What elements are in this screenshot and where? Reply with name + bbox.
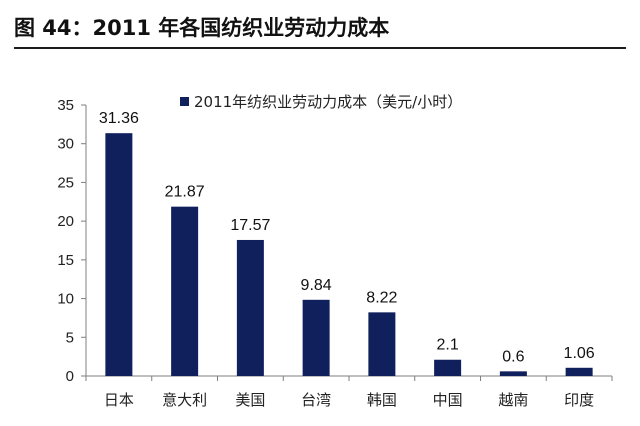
- bar: [171, 206, 199, 376]
- data-label: 1.06: [564, 345, 595, 362]
- y-tick-label: 35: [57, 97, 74, 114]
- chart-labels: 31.36 日本 21.87 意大利 17.57 美国 9.84 台湾 8.22 韩国 2.1 中国 0…: [99, 110, 595, 409]
- chart-bars: [105, 133, 593, 376]
- data-label: 2.1: [437, 337, 459, 354]
- y-tick-label: 5: [66, 329, 74, 346]
- chart-axes: 0 5 10 15 20 25 30 35: [57, 97, 613, 385]
- x-tick-label: 印度: [564, 391, 594, 409]
- data-label: 31.36: [99, 110, 139, 127]
- chart-legend: 2011年纺织业劳动力成本（美元/小时）: [180, 93, 462, 111]
- data-label: 0.6: [502, 348, 524, 365]
- x-tick-label: 日本: [104, 391, 134, 409]
- x-tick-label: 越南: [498, 391, 528, 409]
- data-label: 17.57: [230, 217, 270, 234]
- figure-title: 图 44：2011 年各国纺织业劳动力成本: [14, 16, 390, 40]
- bar: [302, 299, 330, 376]
- bar: [434, 359, 462, 376]
- data-label: 9.84: [301, 277, 332, 294]
- data-label: 21.87: [165, 184, 205, 201]
- x-tick-label: 意大利: [162, 391, 207, 409]
- y-tick-label: 10: [57, 291, 74, 308]
- y-tick-label: 30: [57, 136, 74, 153]
- x-tick-label: 韩国: [367, 391, 397, 409]
- legend-label: 2011年纺织业劳动力成本（美元/小时）: [194, 93, 462, 111]
- x-tick-label: 美国: [235, 391, 265, 409]
- y-tick-label: 25: [57, 174, 74, 191]
- bar: [105, 133, 133, 376]
- bar: [499, 371, 527, 376]
- data-label: 8.22: [366, 289, 397, 306]
- y-tick-label: 20: [57, 213, 74, 230]
- y-tick-label: 0: [66, 368, 74, 385]
- legend-swatch: [180, 97, 189, 106]
- title-divider: [14, 47, 626, 49]
- x-tick-label: 中国: [433, 391, 463, 409]
- y-tick-label: 15: [57, 252, 74, 269]
- bar: [236, 239, 264, 376]
- bar: [368, 312, 396, 376]
- x-tick-label: 台湾: [301, 391, 331, 409]
- bar: [565, 367, 593, 376]
